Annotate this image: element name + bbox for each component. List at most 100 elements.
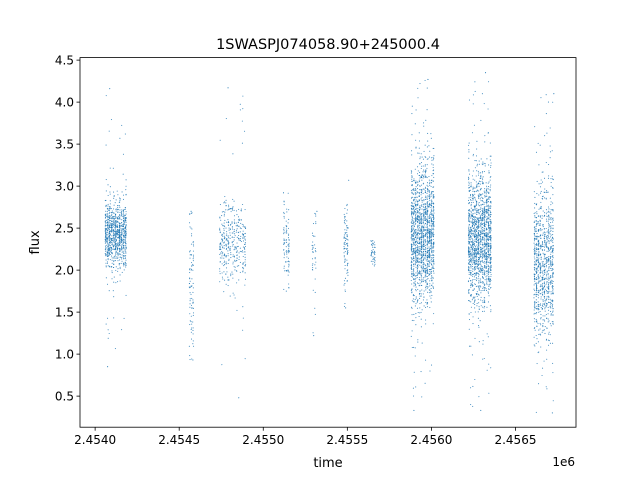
data-point <box>430 185 432 188</box>
data-point <box>105 210 107 212</box>
data-point <box>468 170 470 172</box>
data-point <box>470 203 472 206</box>
data-point <box>476 263 478 265</box>
data-point <box>430 301 432 303</box>
data-point <box>486 220 488 222</box>
data-point <box>429 196 431 198</box>
data-point <box>468 292 470 294</box>
data-point <box>480 176 482 178</box>
data-point <box>229 208 231 210</box>
data-point <box>482 214 484 216</box>
data-point <box>467 234 470 236</box>
data-point <box>123 248 125 250</box>
data-point <box>413 212 415 214</box>
data-point <box>233 228 235 231</box>
data-point <box>424 191 427 193</box>
data-point <box>421 257 423 259</box>
data-point <box>413 221 415 223</box>
data-point <box>344 268 346 270</box>
data-point <box>425 281 427 283</box>
data-point <box>189 359 191 361</box>
data-point <box>536 211 538 213</box>
data-point <box>483 286 485 288</box>
data-point <box>412 241 414 243</box>
data-point <box>242 240 245 242</box>
data-point <box>419 232 421 235</box>
data-point <box>486 232 488 234</box>
data-point <box>421 256 423 258</box>
data-point <box>537 297 539 299</box>
data-point <box>546 191 548 193</box>
data-point <box>428 194 430 196</box>
data-point <box>476 183 478 185</box>
data-point <box>430 216 432 218</box>
data-point <box>123 239 125 241</box>
data-point <box>244 284 246 286</box>
data-point <box>418 251 420 253</box>
data-point <box>244 239 246 241</box>
data-point <box>425 233 427 235</box>
data-point <box>242 255 244 258</box>
data-point <box>228 259 230 262</box>
data-point <box>123 245 125 247</box>
data-point <box>283 239 285 241</box>
data-point <box>421 215 423 217</box>
data-point <box>415 297 417 299</box>
data-point <box>472 230 474 232</box>
data-point <box>476 278 478 280</box>
data-point <box>287 227 290 229</box>
data-point <box>415 254 417 256</box>
data-point <box>107 258 109 260</box>
data-point <box>419 82 421 85</box>
data-point <box>427 206 429 208</box>
data-point <box>106 317 109 319</box>
data-point <box>468 202 470 204</box>
data-point <box>426 202 429 204</box>
data-point <box>421 179 423 181</box>
data-point <box>480 158 482 160</box>
data-point <box>536 220 538 223</box>
data-point <box>484 246 486 248</box>
data-point <box>228 237 230 239</box>
data-point <box>473 255 476 257</box>
data-point <box>469 272 472 274</box>
data-point <box>472 249 474 251</box>
data-point <box>243 268 245 270</box>
data-point <box>422 245 424 247</box>
data-point <box>315 221 317 223</box>
data-point <box>123 232 125 234</box>
data-point <box>487 188 489 190</box>
data-point <box>490 221 492 223</box>
data-point <box>541 215 543 217</box>
data-point <box>122 213 125 215</box>
data-point <box>283 211 285 213</box>
data-point <box>428 145 430 147</box>
data-point <box>412 298 414 300</box>
data-point <box>476 249 478 251</box>
data-point <box>115 208 117 210</box>
data-point <box>417 245 419 248</box>
data-point <box>432 265 434 267</box>
data-point <box>314 258 316 260</box>
data-point <box>421 213 423 215</box>
data-point <box>420 371 422 373</box>
data-point <box>104 248 106 250</box>
data-point <box>489 287 492 289</box>
data-point <box>431 193 433 195</box>
data-point <box>107 329 109 331</box>
data-point <box>418 209 421 211</box>
data-point <box>189 268 191 270</box>
data-point <box>490 269 492 271</box>
data-point <box>189 313 191 315</box>
data-point <box>117 228 119 231</box>
data-point <box>536 269 538 271</box>
data-point <box>122 230 124 232</box>
data-point <box>486 202 488 204</box>
data-point <box>125 222 127 224</box>
data-point <box>487 216 489 218</box>
data-point <box>421 248 423 250</box>
data-point <box>312 222 315 225</box>
data-point <box>285 261 287 263</box>
data-point <box>422 253 424 255</box>
data-point <box>485 261 487 264</box>
